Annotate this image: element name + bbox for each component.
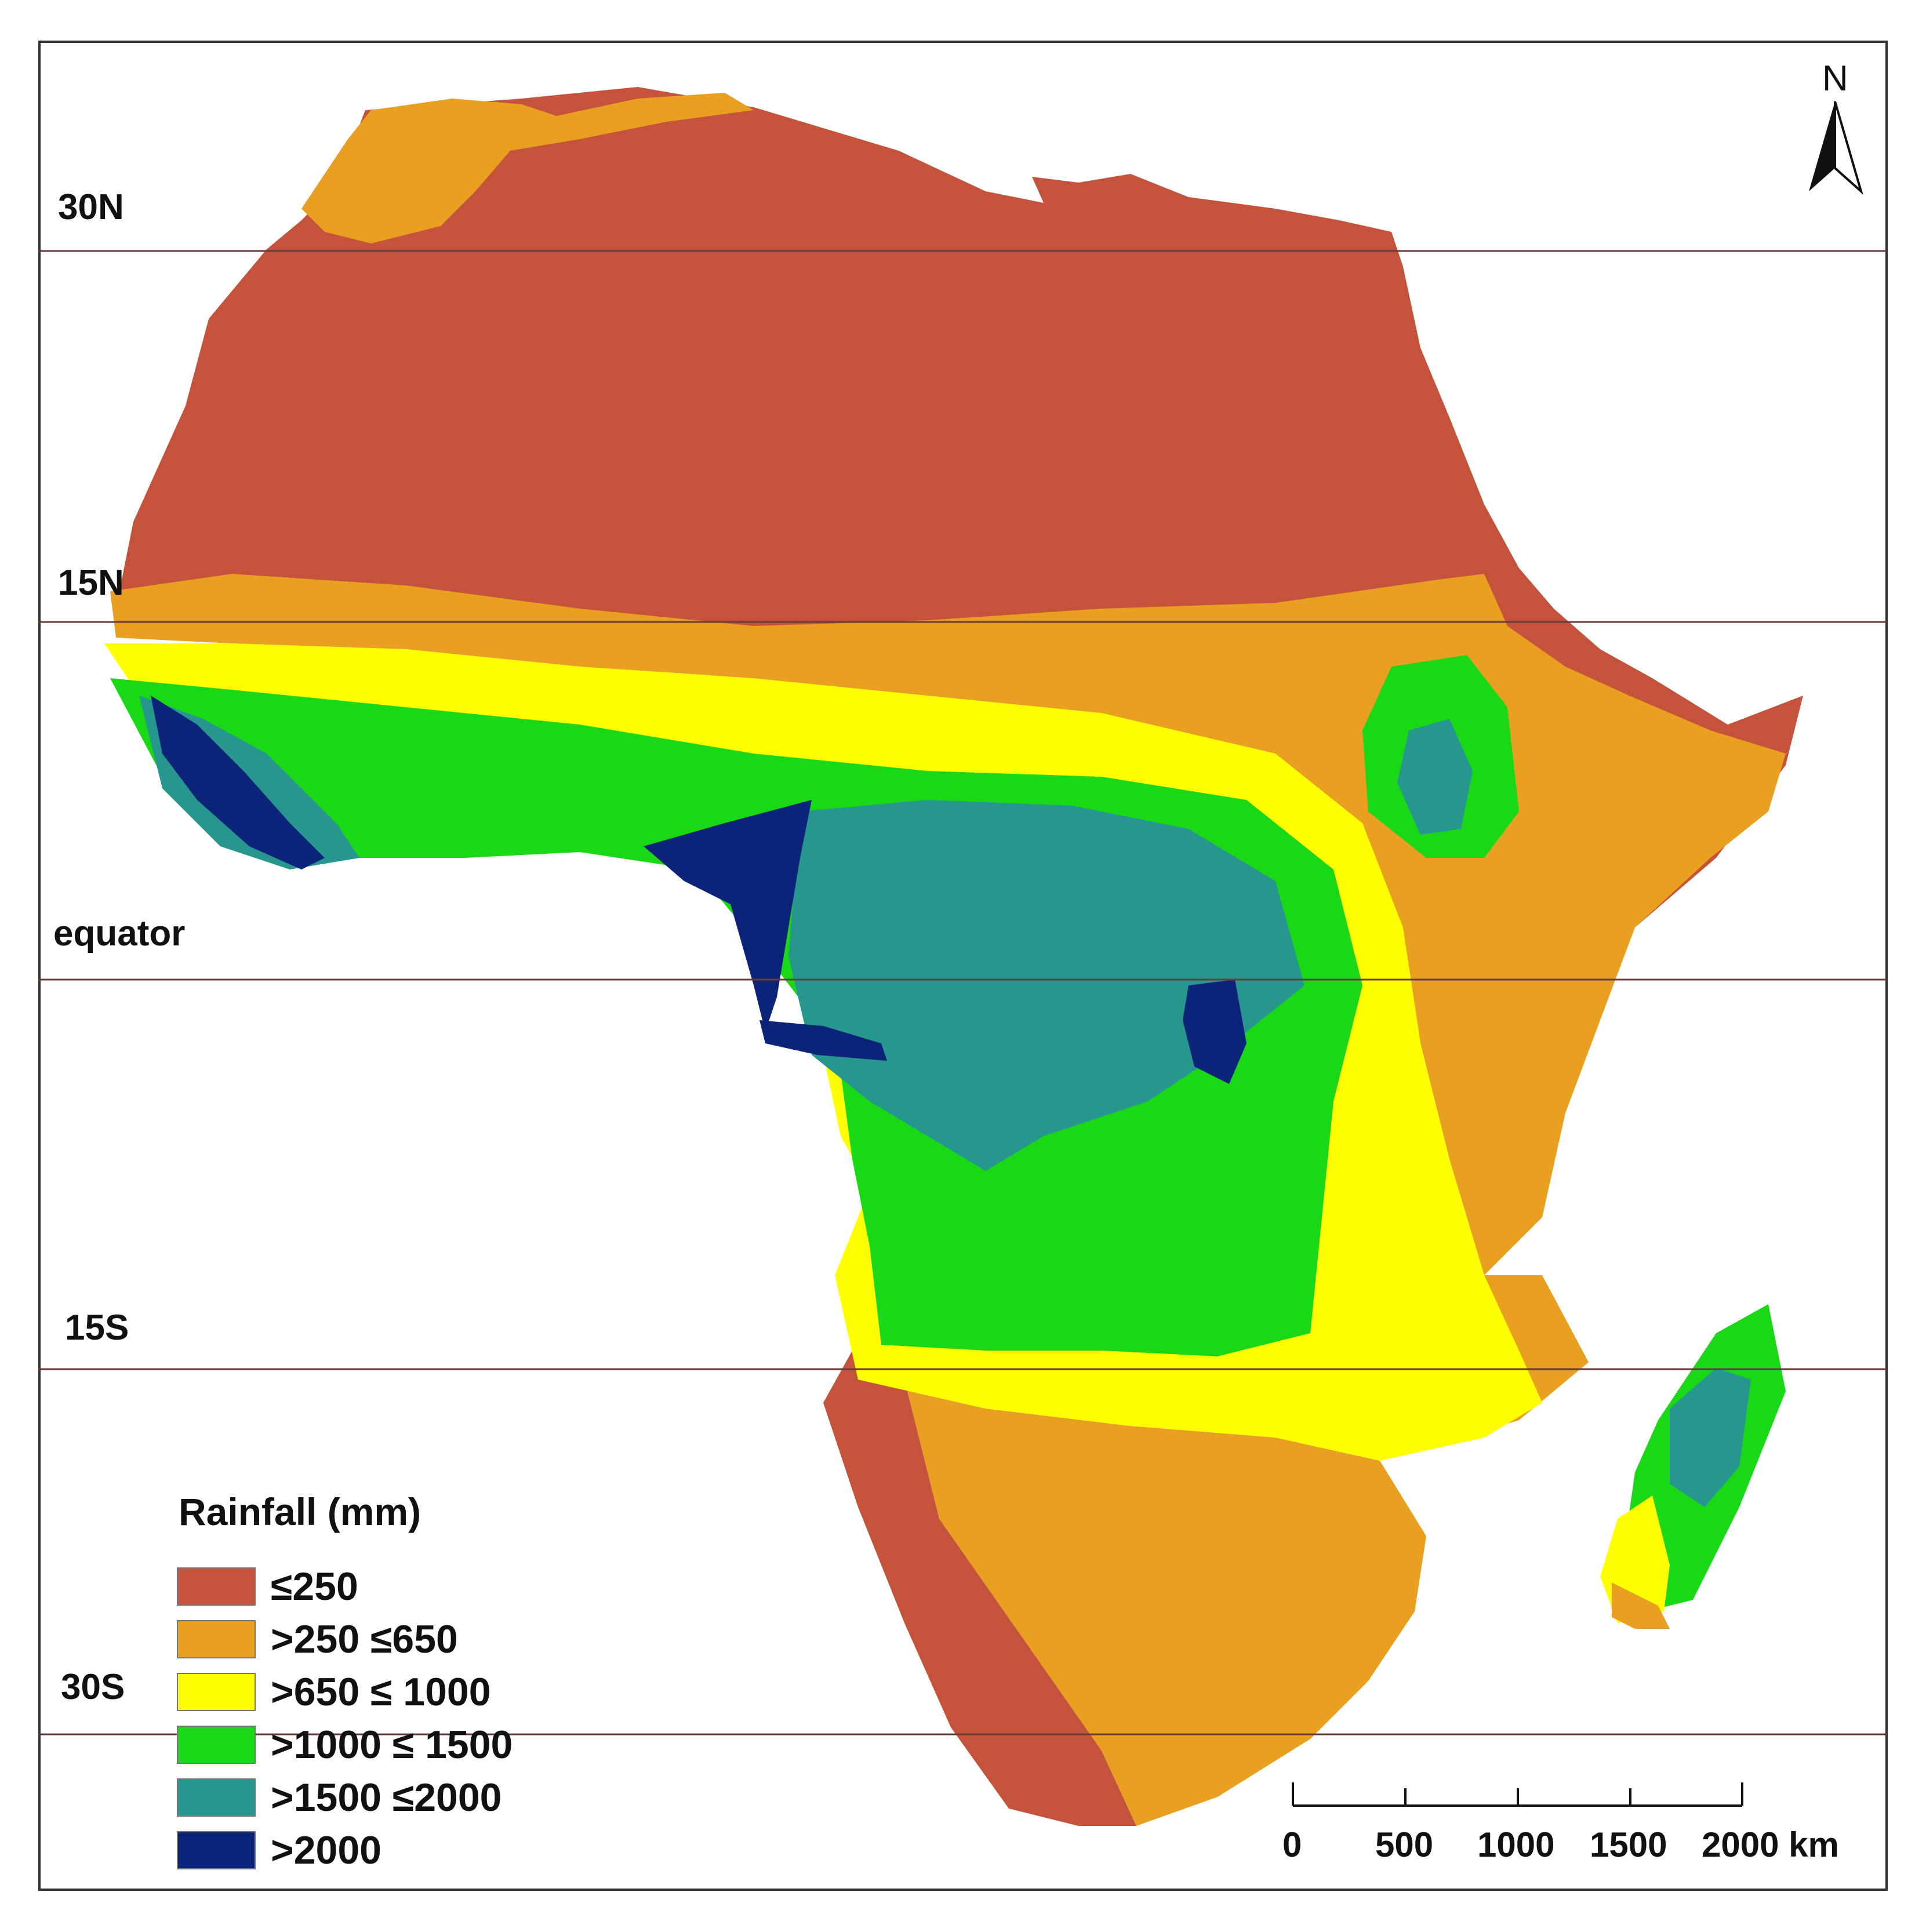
scale-label-1000: 1000 (1477, 1825, 1555, 1864)
north-arrow-label: N (1822, 59, 1848, 99)
legend-swatch-3 (177, 1673, 256, 1711)
legend-row-3: >650 ≤ 1000 (177, 1669, 491, 1715)
region-congo-1500-2000 (788, 800, 1304, 1171)
legend-label-6: >2000 (271, 1828, 381, 1872)
lat-label-15n: 15N (58, 563, 124, 603)
legend-row-4: >1000 ≤ 1500 (177, 1722, 513, 1767)
scale-label-2000km: 2000 km (1702, 1825, 1839, 1864)
legend-label-1: ≤250 (271, 1564, 358, 1609)
legend-swatch-4 (177, 1726, 256, 1764)
scale-label-0: 0 (1282, 1825, 1302, 1864)
lat-label-15s: 15S (65, 1308, 129, 1348)
region-madagascar-tip (1612, 1582, 1670, 1629)
region-north-coast-250-650 (301, 93, 754, 243)
region-guinea-gt2000 (151, 696, 325, 869)
legend-row-5: >1500 ≤2000 (177, 1775, 502, 1820)
legend-label-5: >1500 ≤2000 (271, 1775, 502, 1820)
region-namib-le250 (823, 1351, 1136, 1826)
legend-swatch-2 (177, 1620, 256, 1658)
scale-label-500: 500 (1375, 1825, 1434, 1864)
legend-row-6: >2000 (177, 1828, 381, 1873)
legend-title: Rainfall (mm) (179, 1490, 421, 1533)
region-ethiopia-teal (1397, 719, 1473, 835)
legend-swatch-1 (177, 1567, 256, 1606)
lat-label-30s: 30S (61, 1667, 125, 1707)
legend-swatch-5 (177, 1778, 256, 1817)
legend-label-3: >650 ≤ 1000 (271, 1670, 491, 1714)
scale-bar (1292, 1782, 1743, 1807)
lat-label-30n: 30N (58, 187, 124, 227)
north-arrow-icon (1809, 101, 1863, 195)
region-madagascar-teal (1670, 1368, 1751, 1507)
scale-label-1500: 1500 (1590, 1825, 1667, 1864)
legend-label-2: >250 ≤650 (271, 1617, 458, 1661)
legend-swatch-6 (177, 1831, 256, 1869)
legend-label-4: >1000 ≤ 1500 (271, 1723, 513, 1767)
region-south-250-650 (858, 1380, 1426, 1826)
legend-row-2: >250 ≤650 (177, 1617, 458, 1662)
legend-row-1: ≤250 (177, 1564, 358, 1609)
region-congo-gt2000 (1183, 980, 1247, 1084)
lat-label-equator: equator (53, 914, 186, 954)
region-gabon-gt2000 (760, 1020, 887, 1061)
region-cameroon-gt2000 (644, 800, 812, 1032)
